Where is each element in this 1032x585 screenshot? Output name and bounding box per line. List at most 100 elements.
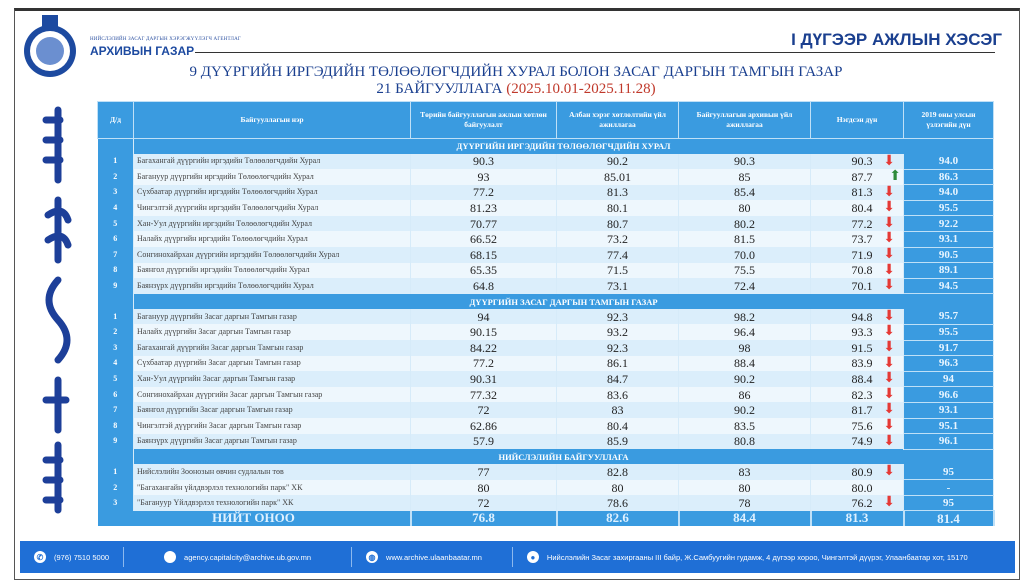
table-row: 4 Сүхбаатар дүүргийн Засаг даргын Тамгын …: [97, 355, 994, 372]
archive-activity-score: 80.2: [678, 215, 811, 232]
org-name-cell: Баянгол дүүргийн иргэдийн Төлөөлөгчдийн …: [133, 262, 411, 279]
org-structure-score: 93: [410, 169, 557, 185]
records-management-score: 82.8: [556, 464, 679, 480]
total-value: 84.4: [678, 510, 812, 526]
section-spacer: [97, 449, 134, 465]
section-title-cell: ДҮҮРГИЙН ЗАСАГ ДАРГЫН ТАМГЫН ГАЗАР: [133, 293, 994, 309]
total-score-cell: 80.9 ⬇: [810, 464, 904, 480]
score-2019: 95.5: [903, 200, 994, 217]
table-row: 1 Багахангай дүүргийн иргэдийн Төлөөлөгчд…: [97, 153, 994, 170]
records-management-score: 90.2: [556, 153, 679, 170]
row-index: 7: [97, 402, 134, 418]
footer-website[interactable]: ◍ www.archive.ulaanbaatar.mn: [352, 547, 513, 567]
email-icon: [164, 551, 177, 563]
org-structure-score: 70.77: [410, 215, 557, 232]
total-score: 70.1: [851, 279, 873, 294]
org-structure-score: 68.15: [410, 247, 557, 263]
records-management-score: 85.01: [556, 169, 679, 185]
report-subtitle: 21 БАЙГУУЛЛАГА (2025.10.01-2025.11.28): [0, 81, 1032, 98]
org-name-cell: Хан-Уул дүүргийн иргэдийн Төлөөлөгчдийн …: [133, 215, 411, 232]
report-title: 9 ДҮҮРГИЙН ИРГЭДИЙН ТӨЛӨӨЛӨГЧДИЙН ХУРАЛ …: [189, 64, 843, 80]
total-score: 70.8: [851, 263, 873, 278]
total-score: 81.3: [851, 185, 873, 200]
row-index: 2: [97, 169, 134, 185]
total-score: 91.5: [851, 340, 873, 355]
archive-activity-score: 90.2: [678, 371, 811, 387]
org-name-cell: Хан-Уул дүүргийн Засаг даргын Тамгын газ…: [133, 371, 411, 387]
org-name-cell: Налайх дүүргийн Засаг даргын Тамгын газа…: [133, 324, 411, 341]
records-management-score: 80.7: [556, 215, 679, 232]
row-index: 8: [97, 418, 134, 434]
table-row: 8 Баянгол дүүргийн иргэдийн Төлөөлөгчдийн…: [97, 262, 994, 279]
footer-phone: ✆ (976) 7510 5000: [20, 547, 125, 567]
total-score-cell: 83.9 ⬇: [810, 355, 904, 372]
arrow-down-icon: ⬇: [883, 433, 895, 449]
row-index: 4: [97, 355, 134, 372]
org-structure-score: 65.35: [410, 262, 557, 279]
org-structure-score: 90.15: [410, 324, 557, 341]
arrow-down-icon: ⬇: [883, 247, 895, 263]
section-spacer: [97, 138, 134, 154]
org-name-cell: Баянзүрх дүүргийн иргэдийн Төлөөлөгчдийн…: [133, 278, 411, 294]
archive-activity-score: 72.4: [678, 278, 811, 294]
row-index: 9: [97, 433, 134, 450]
table-header: Д/д Байгууллагын нэр Төрийн байгууллагын…: [97, 101, 994, 139]
records-management-score: 80: [556, 479, 679, 496]
arrow-down-icon: ⬇: [883, 371, 895, 387]
total-score: 88.4: [851, 372, 873, 387]
report-period: (2025.10.01-2025.11.28): [506, 81, 656, 97]
records-management-score: 80.1: [556, 200, 679, 216]
records-management-score: 71.5: [556, 262, 679, 279]
total-score: 93.3: [851, 325, 873, 340]
row-index: 1: [97, 464, 134, 480]
phone-text: (976) 7510 5000: [54, 552, 110, 562]
org-structure-score: 81.23: [410, 200, 557, 216]
score-2019: -: [903, 479, 994, 496]
org-name-cell: Багануур дүүргийн Засаг даргын Тамгын га…: [133, 308, 411, 325]
archive-activity-score: 70.0: [678, 247, 811, 263]
table-row: 7 Сонгинохайрхан дүүргийн иргэдийн Төлөөл…: [97, 247, 994, 264]
total-score: 76.2: [851, 496, 873, 511]
score-2019: 95: [903, 464, 994, 481]
total-score: 83.9: [851, 356, 873, 371]
org-structure-score: 90.31: [410, 371, 557, 387]
section-title-cell: НИЙСЛЭЛИЙН БАЙГУУЛЛАГА: [133, 449, 994, 465]
table-row: 1 Багануур дүүргийн Засаг даргын Тамгын г…: [97, 308, 994, 325]
total-score-cell: 80.0: [810, 479, 904, 496]
records-management-score: 80.4: [556, 418, 679, 434]
col-header-org-structure: Төрийн байгууллагын ажлын хөтлөн байгуул…: [410, 101, 557, 139]
archive-activity-score: 85.4: [678, 184, 811, 201]
org-structure-score: 80: [410, 479, 557, 496]
header-divider: [195, 52, 995, 53]
row-index: 9: [97, 278, 134, 294]
total-score-cell: 90.3 ⬇: [810, 153, 904, 170]
total-score-cell: 76.2 ⬇: [810, 495, 904, 511]
email-text[interactable]: agency.capitalcity@archive.ub.gov.mn: [184, 552, 312, 562]
section-header-row: ДҮҮРГИЙН ИРГЭДИЙН ТӨЛӨӨЛӨГЧДИЙН ХУРАЛ: [97, 138, 994, 154]
col-header-2019: 2019 оны улсын үзлэгийн дүн: [903, 101, 994, 139]
total-score-cell: 73.7 ⬇: [810, 231, 904, 248]
org-name-cell: "Багахангайн үйлдвэрлэл технологийн парк…: [133, 479, 411, 496]
arrow-down-icon: ⬇: [883, 386, 895, 402]
org-structure-score: 94: [410, 308, 557, 325]
score-2019: 95.5: [903, 324, 994, 341]
total-score-cell: 81.3 ⬇: [810, 184, 904, 201]
score-2019: 90.5: [903, 247, 994, 264]
total-score: 82.3: [851, 387, 873, 402]
arrow-down-icon: ⬇: [883, 418, 895, 433]
total-score-cell: 82.3 ⬇: [810, 386, 904, 403]
row-index: 5: [97, 371, 134, 387]
footer-email[interactable]: agency.capitalcity@archive.ub.gov.mn: [124, 547, 353, 567]
total-score-cell: 93.3 ⬇: [810, 324, 904, 341]
org-structure-score: 77.2: [410, 184, 557, 201]
website-text[interactable]: www.archive.ulaanbaatar.mn: [386, 552, 482, 562]
row-index: 4: [97, 200, 134, 216]
org-name-cell: Сонгинохайрхан дүүргийн Засаг даргын Там…: [133, 386, 411, 403]
total-value: 81.4: [903, 510, 995, 526]
arrow-down-icon: ⬇: [883, 262, 895, 278]
score-2019: 91.7: [903, 340, 994, 357]
org-name-cell: Чингэлтэй дүүргийн Засаг даргын Тамгын г…: [133, 418, 411, 434]
total-label: НИЙТ ОНОО: [97, 510, 412, 526]
total-score-cell: 91.5 ⬇: [810, 340, 904, 356]
row-index: 2: [97, 324, 134, 341]
